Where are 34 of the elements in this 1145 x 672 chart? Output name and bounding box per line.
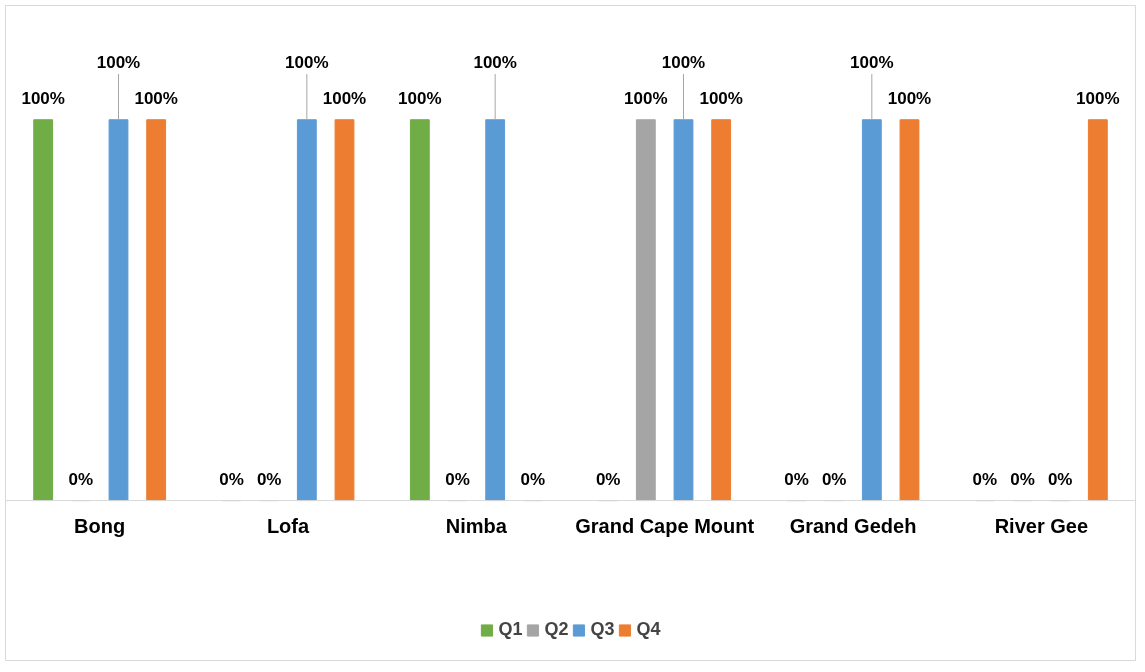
legend-label: Q2 — [544, 619, 569, 640]
data-label: 100% — [285, 53, 329, 73]
data-label: 0% — [445, 469, 470, 489]
data-label: 0% — [256, 469, 282, 489]
legend-label: Q4 — [636, 619, 661, 640]
x-tick-label: Lofa — [266, 514, 310, 537]
x-tick-label: Bong — [74, 514, 126, 537]
data-label: 100% — [398, 88, 442, 108]
data-label: 0% — [219, 469, 244, 489]
data-label: 0% — [520, 469, 546, 489]
data-label: 0% — [1047, 469, 1073, 489]
legend-label: Q1 — [498, 619, 523, 640]
data-label: 100% — [624, 88, 668, 108]
data-label: 0% — [972, 469, 998, 489]
data-label: 100% — [322, 88, 367, 108]
data-label: 100% — [96, 53, 141, 73]
legend-label: Q3 — [590, 619, 615, 640]
data-label: 0% — [68, 469, 94, 489]
x-tick-label: Grand Gedeh — [789, 514, 917, 537]
data-label: 0% — [1010, 469, 1035, 489]
data-label: 100% — [21, 88, 65, 108]
x-tick-label: River Gee — [994, 514, 1089, 537]
data-label: 0% — [821, 469, 847, 489]
data-label: 100% — [661, 53, 706, 73]
data-label: 100% — [699, 88, 743, 108]
data-label: 100% — [134, 88, 178, 108]
data-label: 0% — [595, 469, 621, 489]
data-label: 100% — [850, 53, 894, 73]
x-tick-label: Grand Cape Mount — [575, 514, 755, 537]
data-label: 100% — [1076, 88, 1120, 108]
data-label: 0% — [784, 469, 809, 489]
data-label: 100% — [473, 53, 517, 73]
data-label: 100% — [887, 88, 932, 108]
x-tick-label: Nimba — [445, 514, 508, 537]
